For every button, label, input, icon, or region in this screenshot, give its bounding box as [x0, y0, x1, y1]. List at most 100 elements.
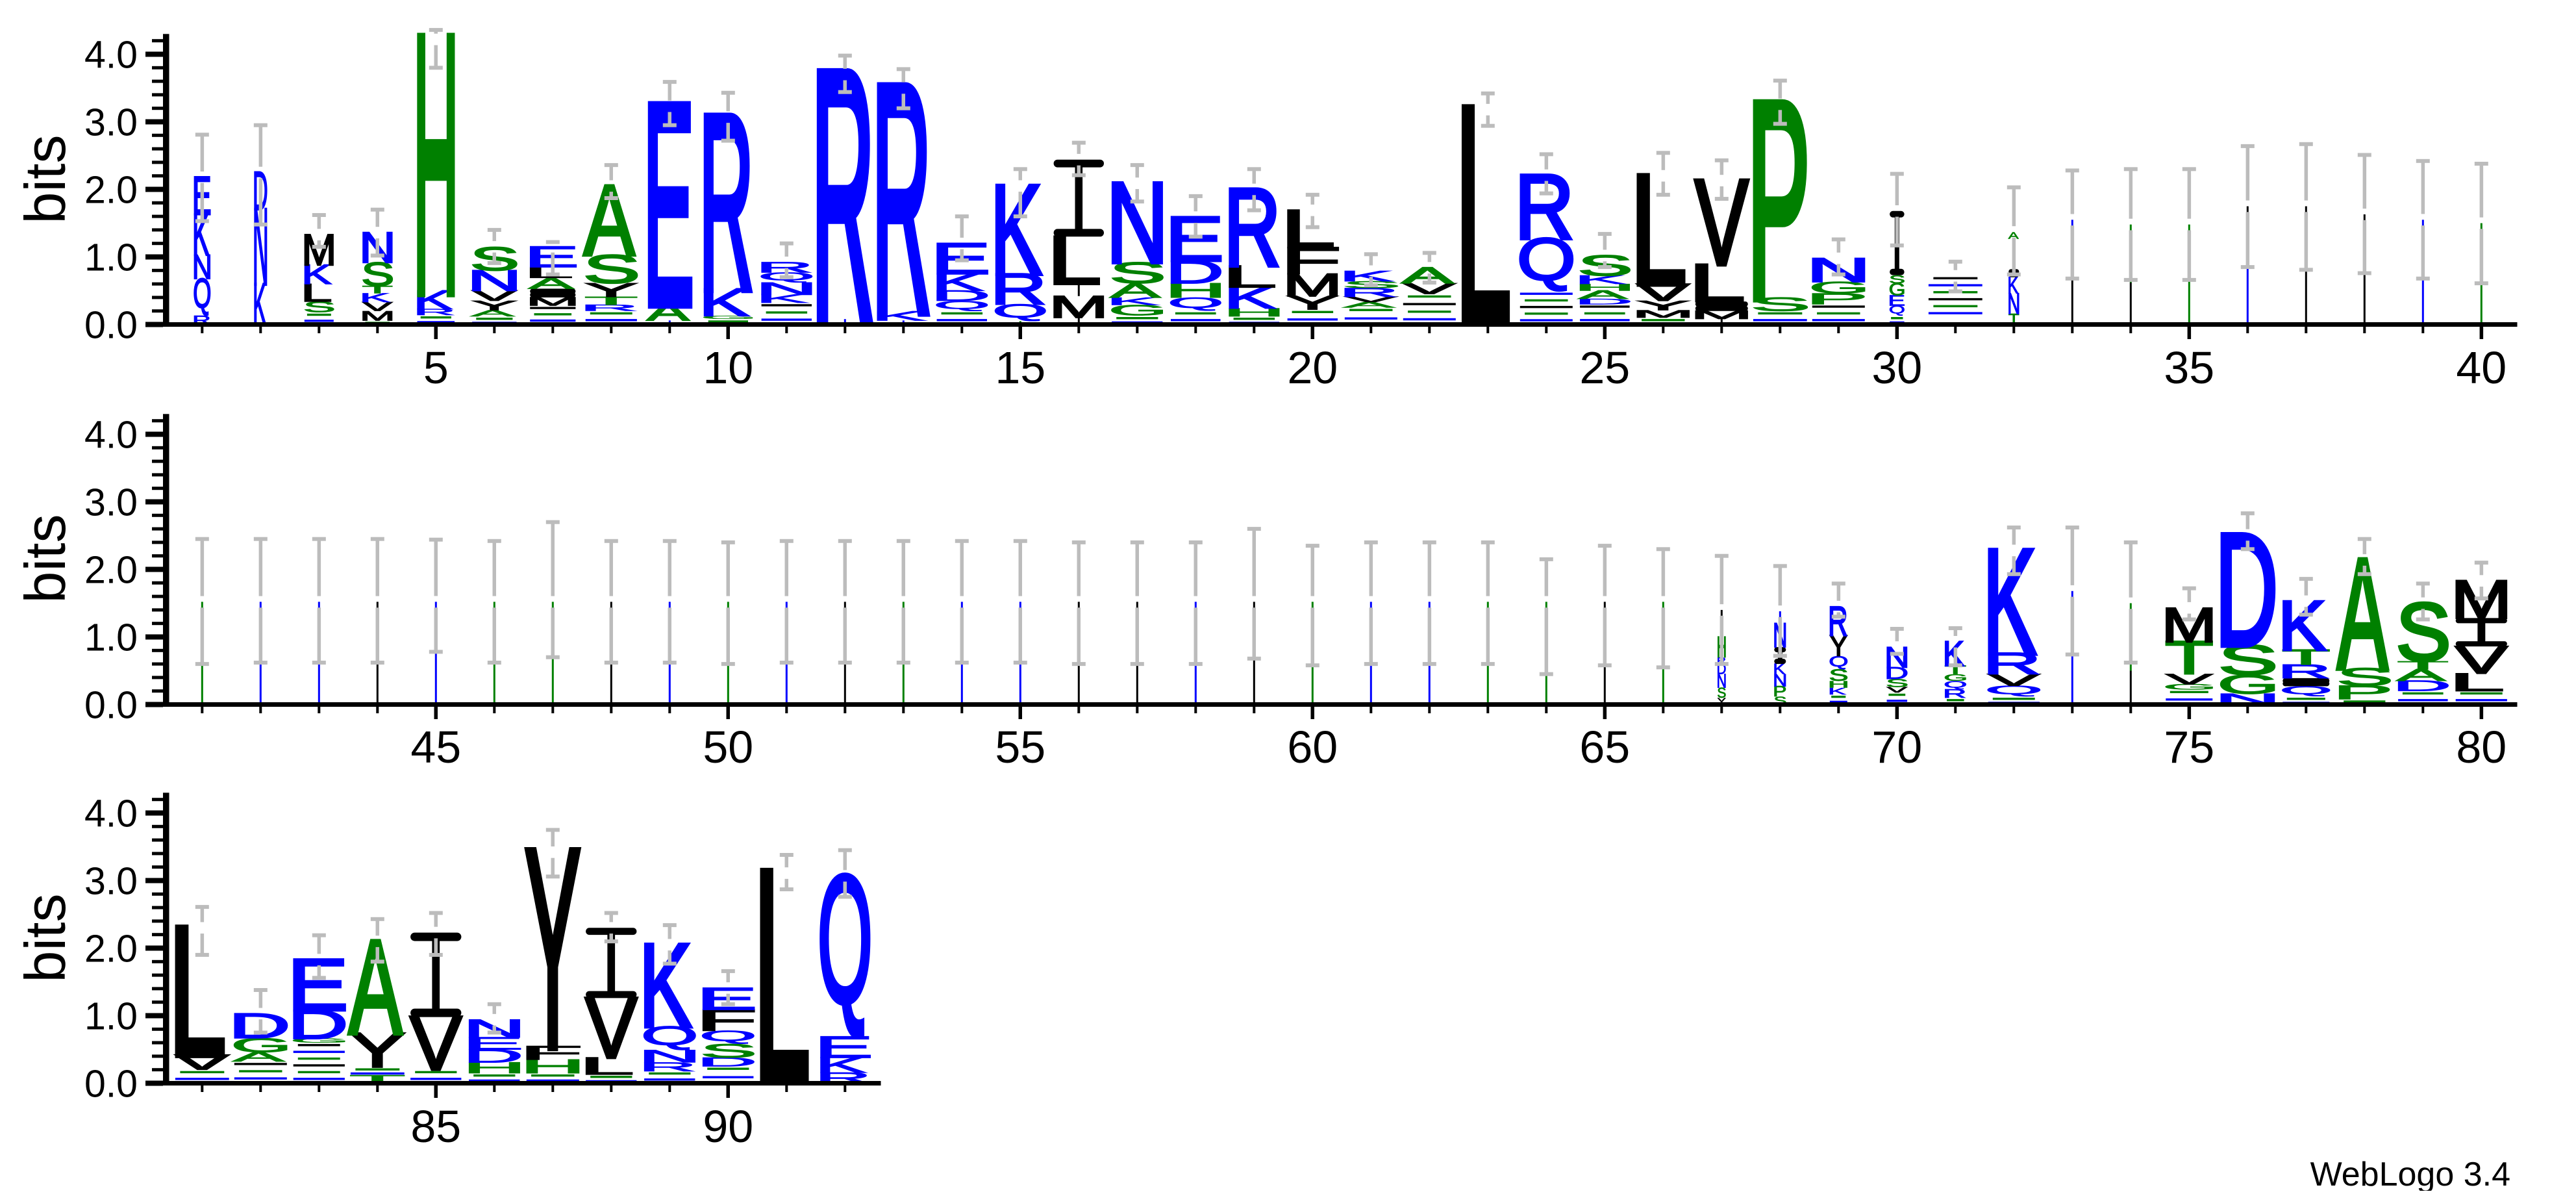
svg-text:70: 70 [1871, 722, 1922, 772]
svg-text:Q: Q [700, 1028, 757, 1045]
svg-text:50: 50 [703, 722, 753, 772]
svg-text:A: A [2337, 526, 2388, 702]
svg-text:65: 65 [1579, 722, 1630, 772]
svg-text:35: 35 [2164, 342, 2214, 393]
svg-text:0.0: 0.0 [84, 1063, 138, 1106]
svg-text:R: R [580, 303, 638, 312]
svg-text:80: 80 [2456, 722, 2507, 772]
svg-text:H: H [1165, 279, 1226, 302]
svg-text:S: S [2395, 586, 2451, 678]
svg-text:H: H [521, 1056, 585, 1078]
svg-text:K: K [192, 202, 209, 268]
svg-text:Q: Q [1168, 294, 1224, 311]
svg-text:S: S [2337, 663, 2394, 691]
svg-text:S: S [701, 1040, 757, 1061]
svg-text:A: A [584, 165, 635, 277]
svg-text:N: N [192, 248, 212, 286]
svg-text:T: T [2397, 659, 2449, 672]
svg-text:K: K [2278, 586, 2326, 665]
svg-text:2.0: 2.0 [84, 169, 138, 212]
svg-text:4.0: 4.0 [84, 414, 138, 457]
svg-text:R: R [1943, 687, 1967, 700]
svg-text:K: K [414, 285, 452, 314]
svg-text:Q: Q [642, 1021, 699, 1051]
svg-text:bits: bits [13, 894, 77, 983]
svg-text:V: V [175, 1050, 230, 1074]
svg-text:V: V [362, 299, 394, 314]
svg-text:15: 15 [995, 342, 1045, 393]
svg-text:A: A [1343, 301, 1395, 310]
svg-text:L: L [1688, 253, 1745, 313]
svg-text:A: A [2008, 231, 2020, 242]
svg-text:G: G [1889, 281, 1906, 299]
svg-text:R: R [1828, 597, 1848, 644]
svg-text:L: L [524, 264, 573, 281]
svg-text:S: S [1829, 666, 1849, 684]
svg-text:25: 25 [1579, 342, 1630, 393]
svg-text:bits: bits [13, 135, 77, 224]
svg-text:K: K [639, 919, 692, 1052]
svg-text:M: M [302, 225, 336, 275]
svg-text:L: L [753, 809, 810, 1141]
svg-text:R: R [1339, 285, 1399, 299]
svg-text:A: A [647, 298, 690, 325]
svg-text:Q: Q [1944, 680, 1967, 691]
svg-text:N: N [756, 279, 818, 298]
svg-text:0.0: 0.0 [84, 684, 138, 727]
svg-text:T: T [584, 294, 638, 307]
svg-text:Q: Q [934, 299, 990, 311]
svg-text:G: G [1809, 279, 1869, 297]
svg-text:K: K [301, 260, 331, 290]
svg-text:WebLogo 3.4: WebLogo 3.4 [2310, 1156, 2510, 1191]
svg-text:K: K [932, 268, 984, 296]
svg-text:K: K [2008, 272, 2019, 299]
svg-text:M: M [1282, 267, 1342, 303]
svg-text:V: V [1636, 279, 1690, 306]
svg-text:S: S [583, 247, 640, 292]
svg-text:K: K [699, 281, 749, 325]
svg-text:P: P [2333, 681, 2393, 704]
svg-text:N: N [1807, 251, 1871, 290]
svg-text:E: E [1888, 292, 1905, 309]
svg-text:1.0: 1.0 [84, 616, 138, 659]
svg-text:2.0: 2.0 [84, 549, 138, 592]
svg-text:D: D [1575, 297, 1633, 306]
svg-text:40: 40 [2456, 342, 2507, 393]
svg-text:M: M [2162, 598, 2218, 653]
svg-text:G: G [2218, 670, 2279, 700]
svg-text:R: R [1224, 166, 1281, 290]
svg-text:T: T [2165, 632, 2214, 685]
svg-text:T: T [362, 284, 393, 296]
svg-text:R: R [414, 307, 456, 317]
svg-text:2.0: 2.0 [84, 928, 138, 971]
svg-text:G: G [231, 1034, 292, 1057]
svg-text:K: K [1340, 268, 1394, 285]
svg-text:D: D [931, 288, 990, 304]
svg-text:N: N [1717, 670, 1727, 692]
svg-text:K: K [1983, 518, 2036, 685]
svg-text:S: S [470, 240, 519, 277]
svg-text:K: K [253, 272, 266, 337]
svg-text:V: V [1695, 154, 1749, 290]
svg-text:K: K [1773, 661, 1785, 678]
svg-text:G: G [290, 1037, 349, 1044]
svg-text:H: H [463, 1059, 525, 1076]
svg-text:R: R [990, 264, 1047, 314]
svg-text:N: N [638, 1047, 701, 1066]
svg-text:M: M [360, 309, 395, 324]
svg-text:R: R [1982, 646, 2041, 680]
svg-text:S: S [303, 298, 336, 315]
svg-text:L: L [1455, 44, 1512, 383]
svg-text:A: A [232, 1049, 285, 1064]
svg-text:A: A [471, 309, 516, 318]
svg-text:1.0: 1.0 [84, 995, 138, 1038]
svg-text:E: E [287, 944, 348, 1026]
svg-text:Q: Q [1829, 653, 1848, 670]
svg-text:E: E [815, 1030, 873, 1064]
svg-text:3.0: 3.0 [84, 860, 138, 903]
svg-text:V: V [2166, 671, 2213, 687]
svg-text:L: L [1630, 142, 1686, 318]
svg-text:F: F [1281, 240, 1342, 282]
svg-text:H: H [1574, 282, 1635, 293]
svg-text:Y: Y [471, 298, 518, 313]
